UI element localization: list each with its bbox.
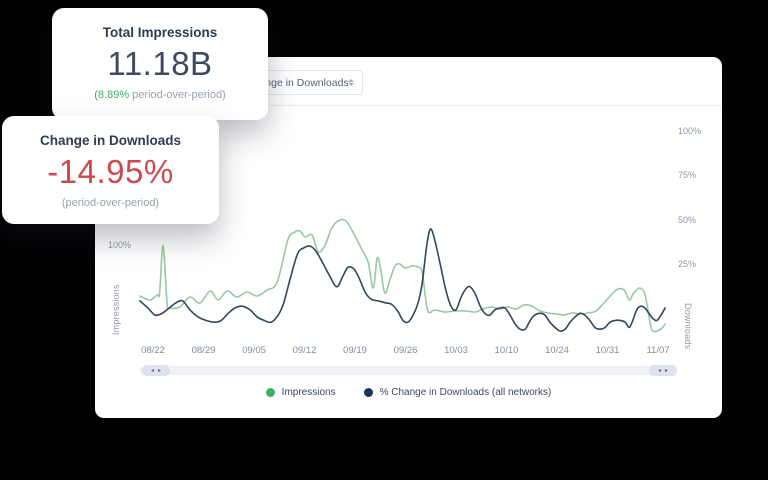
legend-label: % Change in Downloads (all networks) [379,387,552,398]
x-tick-label: 09/19 [343,345,367,356]
series-line-right [139,228,666,332]
metric-select-value: Change in Downloads [246,76,348,89]
x-tick-label: 09/12 [292,345,317,356]
axis-tick-label: 25% [678,258,697,269]
legend-item[interactable]: Impressions [265,387,336,398]
axis-tick-label: 75% [678,170,697,181]
x-tick-label: 10/31 [595,345,620,356]
scrollbar-right-handle[interactable]: ◂ ▸ [649,365,677,376]
scroll-left-icon: ◂ [657,367,661,374]
change-in-downloads-subtext: (period-over-period) [61,197,160,209]
x-axis: 08/22 08/29 09/05 09/12 09/19 09/26 10/03 10/10… [95,345,722,359]
axis-tick-label: 50% [678,214,697,225]
scroll-right-icon: ▸ [665,367,669,374]
change-in-downloads-card: Change in Downloads -14.95% (period-over… [2,116,219,224]
x-tick-label: 09/26 [393,345,418,356]
x-tick-label: 10/10 [494,345,519,356]
change-in-downloads-value: -14.95% [47,153,174,190]
x-tick-label: 08/29 [191,345,216,356]
chart-legend: Impressions % Change in Downloads (all ne… [95,387,722,398]
panel-divider [95,105,722,106]
chart-svg [139,218,666,333]
scroll-right-icon: ▸ [158,367,162,374]
change-in-downloads-title: Change in Downloads [39,133,181,148]
left-axis-title: Impressions [111,284,121,335]
x-tick-label: 10/03 [444,345,468,356]
legend-label: Impressions [281,387,336,398]
legend-item[interactable]: % Change in Downloads (all networks) [363,387,552,398]
impressions-delta-rest: period-over-period) [129,89,226,101]
x-tick-label: 10/24 [545,345,569,356]
x-tick-label: 09/05 [242,345,266,356]
legend-dot-icon [363,388,373,397]
impressions-delta: (8.89% [94,89,130,101]
total-impressions-subtext: (8.89% period-over-period) [52,89,268,101]
scrollbar-left-handle[interactable]: ◂ ▸ [142,365,170,376]
chart-range-scrollbar[interactable]: ◂ ▸ ◂ ▸ [140,365,677,376]
axis-tick-label: 100% [678,126,702,136]
total-impressions-value: 11.18B [107,45,213,82]
total-impressions-title: Total Impressions [102,25,218,40]
x-tick-label: 11/07 [646,345,670,356]
total-impressions-card: Total Impressions 11.18B (8.89% period-o… [52,8,268,120]
x-tick-label: 08/22 [141,345,165,356]
series-line-left [139,218,666,333]
axis-tick-label: 100% [107,240,131,250]
right-axis-title: Downloads [683,302,693,350]
select-arrows-icon [348,79,354,86]
scroll-left-icon: ◂ [150,367,154,374]
legend-dot-icon [265,388,275,397]
